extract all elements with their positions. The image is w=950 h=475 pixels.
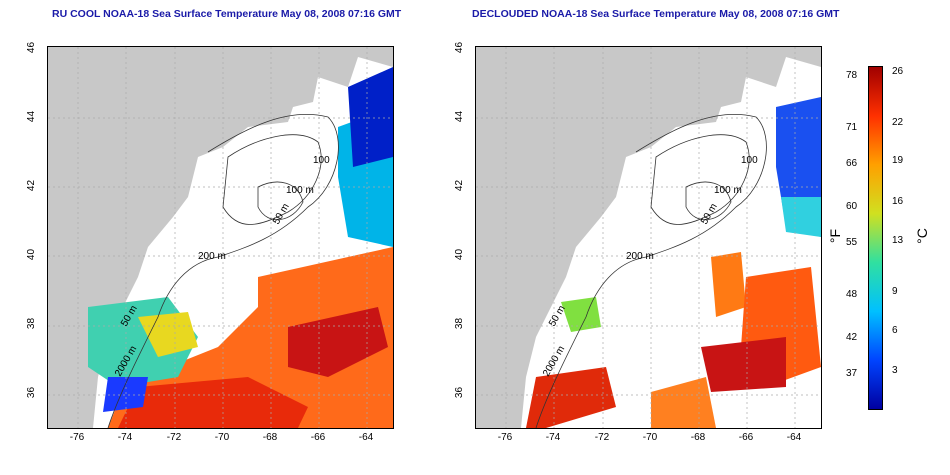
- bathymetry-contours: [535, 113, 767, 428]
- x-tick: -74: [117, 432, 133, 443]
- x-tick: -64: [786, 432, 802, 443]
- sst-yellow-patch: [138, 312, 198, 357]
- contour-label: 100 m: [286, 185, 314, 196]
- left-map-canvas: 100 100 m 50 m 200 m 50 m 2000 m: [48, 47, 393, 428]
- contour-label: 100: [313, 155, 330, 166]
- x-tick: -70: [214, 432, 230, 443]
- sst-red-band: [288, 307, 388, 377]
- y-tick: 38: [454, 317, 466, 330]
- sst-red-band: [701, 337, 786, 392]
- map-grid: [48, 47, 393, 428]
- land-mass: [48, 47, 393, 428]
- y-tick: 36: [26, 386, 38, 399]
- f-tick: 37: [846, 368, 858, 379]
- sst-red-patch: [526, 367, 616, 428]
- x-tick: -72: [594, 432, 610, 443]
- y-tick: 40: [454, 248, 466, 261]
- contour-label: 50 m: [699, 202, 720, 227]
- y-tick: 38: [26, 317, 38, 330]
- f-tick: 66: [846, 158, 858, 169]
- y-tick: 42: [454, 179, 466, 192]
- right-map-canvas: 100 100 m 50 m 200 m 50 m 2000 m: [476, 47, 821, 428]
- sst-warm-region: [108, 247, 393, 428]
- f-tick: 60: [846, 201, 858, 212]
- map-grid: [476, 47, 821, 428]
- x-tick: -68: [690, 432, 706, 443]
- c-tick: 13: [892, 235, 904, 246]
- x-tick: -64: [358, 432, 374, 443]
- c-tick: 9: [892, 286, 898, 297]
- x-tick: -74: [545, 432, 561, 443]
- land-mass: [476, 47, 821, 428]
- x-tick: -70: [642, 432, 658, 443]
- f-tick: 78: [846, 70, 858, 81]
- right-map-title: DECLOUDED NOAA-18 Sea Surface Temperatur…: [472, 8, 840, 20]
- x-tick: -66: [310, 432, 326, 443]
- f-tick: 55: [846, 237, 858, 248]
- contour-label: 100 m: [714, 185, 742, 196]
- c-tick: 3: [892, 365, 898, 376]
- y-tick: 42: [26, 179, 38, 192]
- sst-cool-patch: [781, 197, 821, 237]
- y-tick: 40: [26, 248, 38, 261]
- contour-label: 200 m: [198, 251, 226, 262]
- fahrenheit-unit-label: °F: [827, 228, 844, 244]
- sst-blue-patch: [103, 377, 148, 412]
- sst-hot-core: [118, 377, 308, 428]
- x-tick: -68: [262, 432, 278, 443]
- celsius-unit-label: °C: [913, 228, 930, 244]
- y-tick: 46: [26, 41, 38, 54]
- c-tick: 16: [892, 196, 904, 207]
- sst-orange-patch: [711, 252, 746, 317]
- y-tick: 36: [454, 386, 466, 399]
- c-tick: 19: [892, 155, 904, 166]
- contour-label: 50 m: [271, 202, 292, 227]
- sst-green-patch: [561, 297, 601, 332]
- x-tick: -66: [738, 432, 754, 443]
- temperature-colorbar: [868, 66, 883, 410]
- y-tick: 44: [454, 110, 466, 123]
- x-tick: -72: [166, 432, 182, 443]
- contour-label: 200 m: [626, 251, 654, 262]
- f-tick: 42: [846, 332, 858, 343]
- f-tick: 48: [846, 289, 858, 300]
- left-map-title: RU COOL NOAA-18 Sea Surface Temperature …: [52, 8, 402, 20]
- f-tick: 71: [846, 122, 858, 133]
- right-sst-map[interactable]: 100 100 m 50 m 200 m 50 m 2000 m: [475, 46, 822, 429]
- x-tick: -76: [497, 432, 513, 443]
- c-tick: 6: [892, 325, 898, 336]
- bathymetry-contours: [107, 113, 339, 428]
- c-tick: 26: [892, 66, 904, 77]
- x-tick: -76: [69, 432, 85, 443]
- left-sst-map[interactable]: 100 100 m 50 m 200 m 50 m 2000 m: [47, 46, 394, 429]
- c-tick: 22: [892, 117, 904, 128]
- sst-deep-cold: [348, 67, 393, 167]
- sst-orange-patch: [651, 377, 716, 428]
- y-tick: 44: [26, 110, 38, 123]
- y-tick: 46: [454, 41, 466, 54]
- contour-label: 100: [741, 155, 758, 166]
